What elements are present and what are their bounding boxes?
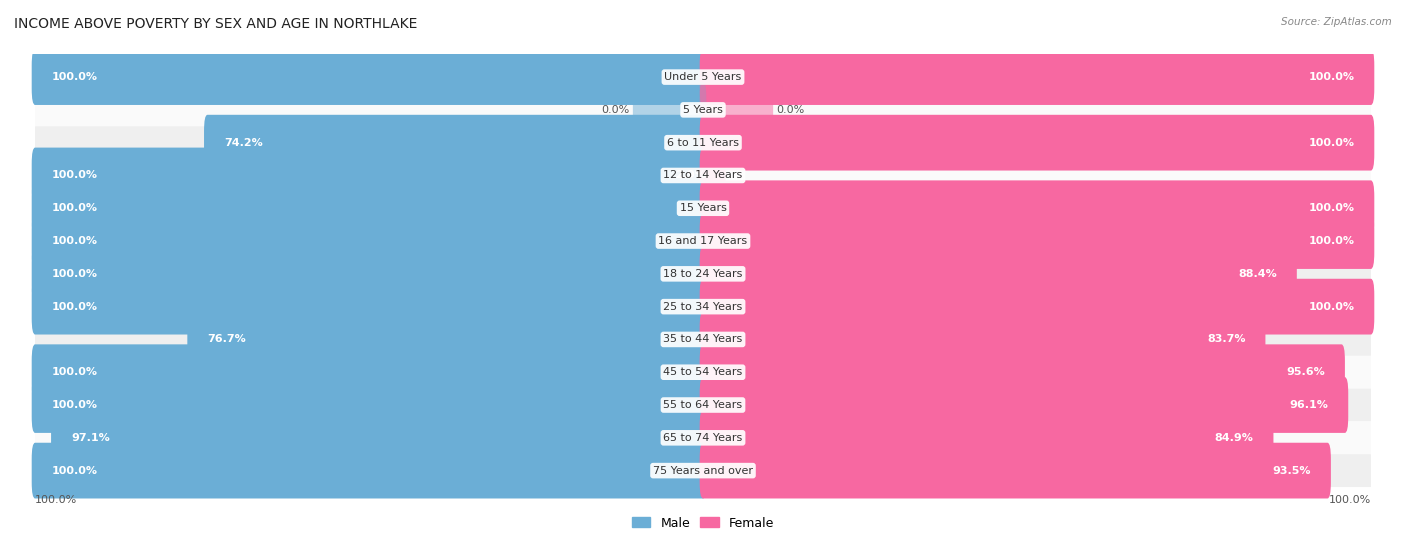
Text: 2.9%: 2.9% <box>675 170 706 181</box>
Text: 95.6%: 95.6% <box>1286 367 1324 377</box>
Text: INCOME ABOVE POVERTY BY SEX AND AGE IN NORTHLAKE: INCOME ABOVE POVERTY BY SEX AND AGE IN N… <box>14 17 418 31</box>
FancyBboxPatch shape <box>700 246 1296 302</box>
Text: 100.0%: 100.0% <box>1308 203 1354 214</box>
FancyBboxPatch shape <box>700 115 1374 170</box>
FancyBboxPatch shape <box>32 443 706 499</box>
FancyBboxPatch shape <box>700 213 1374 269</box>
Text: 100.0%: 100.0% <box>52 302 98 312</box>
Text: 65 to 74 Years: 65 to 74 Years <box>664 433 742 443</box>
FancyBboxPatch shape <box>35 93 1371 126</box>
FancyBboxPatch shape <box>32 279 706 334</box>
Text: 100.0%: 100.0% <box>52 466 98 476</box>
FancyBboxPatch shape <box>633 82 706 138</box>
Text: Source: ZipAtlas.com: Source: ZipAtlas.com <box>1281 17 1392 27</box>
FancyBboxPatch shape <box>35 225 1371 258</box>
FancyBboxPatch shape <box>700 410 1274 466</box>
FancyBboxPatch shape <box>700 49 1374 105</box>
FancyBboxPatch shape <box>35 159 1371 192</box>
Text: 0.0%: 0.0% <box>776 105 804 115</box>
FancyBboxPatch shape <box>32 181 706 236</box>
Text: 25 to 34 Years: 25 to 34 Years <box>664 302 742 312</box>
FancyBboxPatch shape <box>32 148 706 203</box>
FancyBboxPatch shape <box>187 311 706 367</box>
Text: 75 Years and over: 75 Years and over <box>652 466 754 476</box>
FancyBboxPatch shape <box>700 443 1331 499</box>
FancyBboxPatch shape <box>700 82 773 138</box>
FancyBboxPatch shape <box>700 148 725 203</box>
FancyBboxPatch shape <box>32 246 706 302</box>
FancyBboxPatch shape <box>35 356 1371 389</box>
Text: 76.7%: 76.7% <box>207 334 246 344</box>
Text: 18 to 24 Years: 18 to 24 Years <box>664 269 742 279</box>
FancyBboxPatch shape <box>700 181 1374 236</box>
FancyBboxPatch shape <box>51 410 706 466</box>
Text: 15 Years: 15 Years <box>679 203 727 214</box>
FancyBboxPatch shape <box>204 115 706 170</box>
Text: 100.0%: 100.0% <box>52 170 98 181</box>
FancyBboxPatch shape <box>35 61 1371 93</box>
Text: 100.0%: 100.0% <box>1308 236 1354 246</box>
FancyBboxPatch shape <box>32 377 706 433</box>
Text: 16 and 17 Years: 16 and 17 Years <box>658 236 748 246</box>
Text: 100.0%: 100.0% <box>1329 495 1371 505</box>
FancyBboxPatch shape <box>32 49 706 105</box>
FancyBboxPatch shape <box>35 323 1371 356</box>
Text: 100.0%: 100.0% <box>52 203 98 214</box>
FancyBboxPatch shape <box>35 258 1371 290</box>
Legend: Male, Female: Male, Female <box>627 511 779 534</box>
Text: 35 to 44 Years: 35 to 44 Years <box>664 334 742 344</box>
FancyBboxPatch shape <box>700 344 1346 400</box>
Text: 55 to 64 Years: 55 to 64 Years <box>664 400 742 410</box>
Text: 96.1%: 96.1% <box>1289 400 1329 410</box>
Text: 100.0%: 100.0% <box>52 400 98 410</box>
FancyBboxPatch shape <box>700 377 1348 433</box>
Text: 6 to 11 Years: 6 to 11 Years <box>666 138 740 148</box>
Text: 100.0%: 100.0% <box>1308 138 1354 148</box>
FancyBboxPatch shape <box>35 454 1371 487</box>
Text: 100.0%: 100.0% <box>52 236 98 246</box>
Text: 74.2%: 74.2% <box>224 138 263 148</box>
Text: 83.7%: 83.7% <box>1206 334 1246 344</box>
Text: 12 to 14 Years: 12 to 14 Years <box>664 170 742 181</box>
Text: 93.5%: 93.5% <box>1272 466 1310 476</box>
FancyBboxPatch shape <box>35 421 1371 454</box>
Text: 88.4%: 88.4% <box>1239 269 1277 279</box>
Text: 100.0%: 100.0% <box>52 269 98 279</box>
Text: Under 5 Years: Under 5 Years <box>665 72 741 82</box>
FancyBboxPatch shape <box>700 279 1374 334</box>
Text: 100.0%: 100.0% <box>52 367 98 377</box>
Text: 100.0%: 100.0% <box>52 72 98 82</box>
FancyBboxPatch shape <box>35 126 1371 159</box>
FancyBboxPatch shape <box>700 311 1265 367</box>
Text: 100.0%: 100.0% <box>1308 72 1354 82</box>
Text: 0.0%: 0.0% <box>602 105 630 115</box>
FancyBboxPatch shape <box>32 344 706 400</box>
Text: 100.0%: 100.0% <box>35 495 77 505</box>
Text: 84.9%: 84.9% <box>1215 433 1253 443</box>
Text: 5 Years: 5 Years <box>683 105 723 115</box>
Text: 97.1%: 97.1% <box>72 433 110 443</box>
Text: 45 to 54 Years: 45 to 54 Years <box>664 367 742 377</box>
FancyBboxPatch shape <box>35 290 1371 323</box>
FancyBboxPatch shape <box>35 192 1371 225</box>
FancyBboxPatch shape <box>35 389 1371 421</box>
FancyBboxPatch shape <box>32 213 706 269</box>
Text: 100.0%: 100.0% <box>1308 302 1354 312</box>
